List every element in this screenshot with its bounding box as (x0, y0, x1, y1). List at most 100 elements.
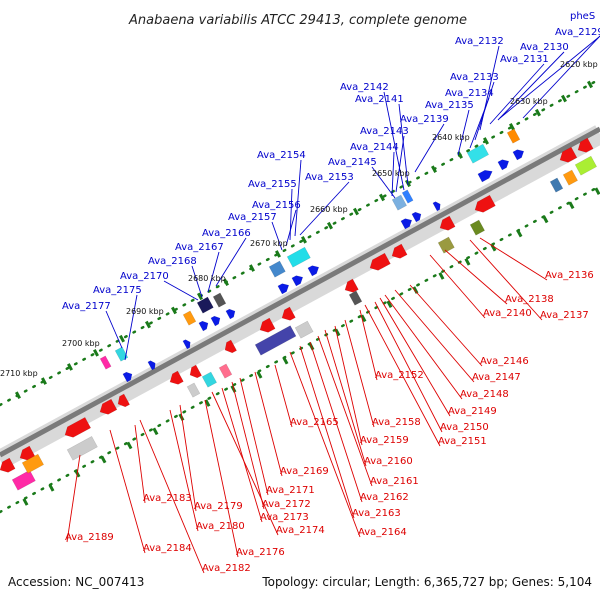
tick-mark (256, 371, 263, 379)
forward-gene-leader-line (124, 294, 138, 361)
reverse-gene-label: Ava_2183 (143, 493, 192, 504)
reverse-gene-leader-line (479, 237, 548, 281)
forward-gene-label: Ava_2142 (340, 82, 389, 93)
tick-mark (22, 498, 29, 506)
reverse-gene-leader-line (179, 404, 197, 512)
forward-gene-arrow (210, 315, 221, 327)
forward-gene-leader-line (497, 51, 565, 121)
reverse-gene-label: Ava_2160 (364, 456, 413, 467)
forward-gene-arrow (147, 360, 156, 371)
reverse-gene-leader-line (469, 239, 543, 321)
forward-gene-box (391, 194, 407, 211)
forward-gene-box (196, 296, 214, 314)
reverse-gene-box (21, 453, 45, 474)
forward-gene-box (401, 189, 414, 204)
tick-mark (535, 108, 541, 117)
reverse-gene-arrow (0, 457, 16, 473)
reverse-gene-box (254, 325, 297, 356)
reverse-gene-arrow (189, 364, 202, 379)
kbp-label: 2710 kbp (0, 369, 38, 378)
reverse-gene-arrow (577, 137, 594, 153)
reverse-gene-arrow (559, 146, 578, 163)
kbp-label: 2630 kbp (510, 97, 548, 106)
forward-gene-leader-line (294, 159, 302, 237)
reverse-gene-leader-line (66, 454, 81, 543)
forward-gene-arrow (198, 320, 209, 332)
tick-mark (100, 455, 107, 464)
forward-gene-label: Ava_2135 (425, 100, 474, 111)
reverse-gene-leader-line (384, 294, 463, 400)
tick-mark (464, 258, 471, 266)
reverse-gene-leader-line (274, 364, 293, 428)
forward-gene-label: Ava_2141 (355, 94, 404, 105)
forward-gene-label: Ava_2133 (450, 72, 499, 83)
tick-mark (438, 272, 445, 280)
forward-gene-arrow (411, 211, 422, 223)
reverse-gene-box (186, 382, 201, 398)
reverse-gene-arrow (99, 398, 118, 415)
forward-gene-box (99, 355, 112, 370)
tick-mark (483, 137, 489, 145)
reverse-gene-box (549, 177, 564, 193)
reverse-gene-leader-line (289, 351, 361, 538)
forward-gene-label: Ava_2153 (305, 172, 354, 183)
reverse-gene-label: Ava_2172 (262, 499, 311, 510)
reverse-gene-label: Ava_2174 (276, 525, 325, 536)
forward-gene-leader-line (395, 135, 405, 193)
reverse-gene-label: Ava_2171 (266, 485, 315, 496)
forward-gene-arrow (477, 169, 493, 183)
kbp-label: 2690 kbp (126, 307, 164, 316)
tick-mark (353, 207, 359, 216)
dotted-guides (0, 77, 600, 514)
reverse-gene-leader-line (211, 391, 279, 536)
reverse-gene-arrow (169, 370, 184, 385)
reverse-gene-arrow (439, 215, 456, 231)
forward-gene-leader-line (398, 103, 409, 186)
forward-gene-box (286, 246, 311, 268)
kbp-label: 2660 kbp (310, 205, 348, 214)
reverse-gene-leader-line (364, 304, 441, 447)
forward-gene-leader-line (163, 280, 199, 301)
forward-gene-label: Ava_2131 (500, 54, 549, 65)
forward-gene-box (466, 143, 490, 164)
reverse-gene-box (201, 371, 217, 388)
forward-gene-arrow (497, 159, 510, 171)
forward-gene-label: Ava_2134 (445, 88, 494, 99)
reverse-gene-label: Ava_2158 (372, 417, 421, 428)
reverse-gene-label: Ava_2148 (460, 389, 509, 400)
reverse-gene-leader-line (221, 387, 263, 523)
forward-gene-arrow (307, 265, 320, 277)
reverse-gene-label: Ava_2159 (360, 435, 409, 446)
tick-mark (152, 427, 159, 436)
reverse-gene-leader-line (324, 329, 367, 467)
forward-gene-box (212, 292, 227, 308)
reverse-gene-leader-line (254, 371, 283, 477)
reverse-gene-arrow (224, 339, 237, 354)
forward-gene-leader-line (391, 151, 395, 197)
reverse-gene-box (348, 290, 363, 306)
reverse-gene-arrow (259, 317, 276, 333)
forward-gene-label: pheS (570, 11, 595, 22)
reverse-gene-label: Ava_2163 (352, 508, 401, 519)
forward-gene-leader-line (499, 36, 600, 119)
forward-gene-label: Ava_2157 (228, 212, 277, 223)
tick-mark (509, 123, 515, 131)
reverse-gene-leader-line (309, 341, 363, 503)
reverse-gene-box (437, 236, 455, 254)
reverse-gene-label: Ava_2165 (290, 417, 339, 428)
reverse-gene-leader-line (429, 254, 486, 319)
forward-gene-leader-line (414, 123, 445, 173)
reverse-gene-label: Ava_2137 (540, 310, 589, 321)
tick-mark (15, 391, 21, 400)
tick-mark (282, 356, 289, 365)
reverse-gene-label: Ava_2138 (505, 294, 554, 305)
forward-gene-label: Ava_2168 (148, 256, 197, 267)
reverse-gene-leader-line (317, 335, 373, 487)
tick-mark (171, 306, 177, 315)
reverse-gene-label: Ava_2182 (202, 563, 251, 574)
forward-gene-leader-line (371, 166, 396, 199)
tick-mark (594, 187, 600, 195)
accession-text: Accession: NC_007413 (8, 575, 144, 589)
reverse-gene-label: Ava_2184 (143, 543, 192, 554)
reverse-gene-leader-line (374, 301, 443, 433)
